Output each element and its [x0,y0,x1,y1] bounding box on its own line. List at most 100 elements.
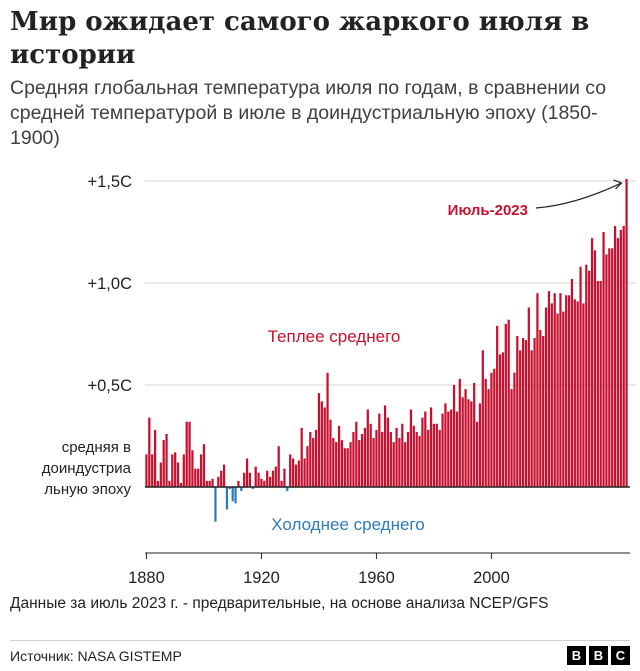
bar [294,464,298,487]
bar [590,238,594,487]
bar [389,431,392,487]
bar [162,440,165,487]
bar [254,466,257,487]
bar [450,409,453,487]
bar [332,438,335,487]
bar [179,482,183,487]
bar [432,423,436,487]
baseline-label: льную эпоху [44,481,131,498]
bar [579,266,582,487]
bar [490,372,493,487]
labels-group: +1,5C +1,0C +0,5C средняя в доиндустриа льную… [42,173,623,587]
bar [527,307,530,487]
bar [478,403,482,487]
bar [363,427,367,487]
chart-subtitle: Средняя глобальная температура июля по г… [10,77,607,149]
bar [268,476,272,487]
bar [556,313,559,487]
bar [283,468,286,487]
bar [153,429,157,487]
bar [191,450,194,487]
bar [593,250,597,487]
bar [516,336,519,487]
bar [151,454,154,487]
bar [504,323,507,487]
bar [366,409,369,487]
x-tick-label: 1880 [128,569,165,587]
bar [188,421,191,487]
bar [257,472,260,487]
bar [286,487,289,492]
bar [271,470,275,487]
bar [176,462,180,487]
bar [174,452,177,487]
bar [401,423,404,487]
bar [539,329,542,487]
bar [222,464,226,487]
bar [498,354,502,487]
bar [314,429,318,487]
bar [513,372,516,487]
bar [205,480,208,487]
bar [487,389,490,487]
bar [395,427,398,487]
bar [519,350,522,487]
bar [510,389,513,487]
bar [573,299,576,487]
bar [493,368,496,487]
bar [625,178,628,487]
bar [349,442,352,487]
bar [317,393,321,487]
bar [381,431,384,487]
bar [547,291,551,487]
bar [406,431,410,487]
bar [616,238,620,487]
bar [148,417,151,487]
bar [237,480,240,487]
bar [404,442,407,487]
bar [375,429,378,487]
bar [496,325,499,487]
axes-group [145,486,630,559]
bar [398,438,401,487]
logo-letter: C [611,646,630,665]
bar [605,254,608,487]
bar [507,319,510,487]
bar [484,378,487,487]
footer-divider [10,640,630,641]
bar [455,411,459,487]
bar [240,487,243,492]
bar [622,225,625,487]
source-text: Источник: NASA GISTEMP [10,648,182,664]
bar [429,407,433,487]
temperature-bar-chart: +1,5C +1,0C +0,5C средняя в доиндустриа льную… [42,173,636,587]
bar [300,427,303,487]
bar [312,438,315,487]
data-note: Данные за июль 2023 г. - предварительные… [10,595,549,612]
bar [340,440,344,487]
last-year-annotation: Июль-2023 [448,202,528,219]
bar [346,448,349,487]
bar [202,444,206,487]
cooler-annotation: Холоднее среднего [271,515,424,534]
bar [585,264,588,487]
bar [461,397,464,487]
bar [611,248,614,487]
bar [553,293,556,487]
bar [352,431,355,487]
baseline-label: средняя в [62,439,131,456]
bar [588,270,591,487]
bar [383,405,387,487]
bar [467,399,470,487]
bar [447,411,450,487]
bar [260,478,263,487]
bar [326,372,329,487]
bar [565,295,568,487]
bar [562,311,565,487]
bar [458,378,461,487]
bar [378,413,381,487]
arrow-head [613,179,623,190]
bar [438,429,441,487]
bar [335,442,338,487]
bar [194,468,197,487]
